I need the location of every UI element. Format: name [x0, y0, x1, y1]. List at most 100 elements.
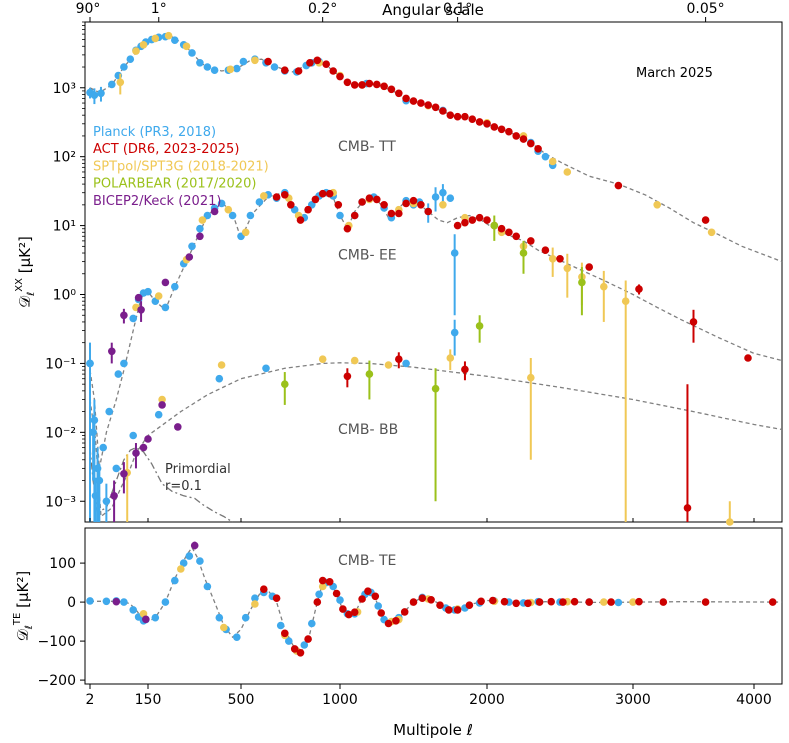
data-point: [185, 552, 194, 560]
data-point: [395, 355, 403, 364]
data-point: [461, 112, 469, 121]
data-point: [418, 594, 427, 602]
x-tick-label: 1000: [322, 692, 358, 708]
data-point: [497, 224, 506, 233]
data-point: [210, 66, 219, 74]
data-point: [171, 36, 179, 44]
data-point: [336, 72, 344, 81]
data-point: [384, 361, 393, 369]
y-tick-label: 10⁰: [53, 288, 77, 304]
data-point: [380, 201, 388, 209]
data-point: [343, 224, 352, 233]
angular-tick-label: 0.2°: [308, 1, 337, 17]
data-point: [139, 41, 148, 49]
data-point: [358, 595, 366, 603]
data-point: [233, 64, 241, 73]
data-point: [475, 118, 484, 126]
data-point: [483, 120, 491, 128]
data-point: [276, 621, 285, 630]
data-point: [108, 80, 116, 89]
data-point: [424, 101, 433, 109]
data-point: [86, 359, 94, 368]
data-point: [689, 318, 698, 326]
data-point: [99, 443, 107, 452]
data-point: [198, 216, 207, 224]
date-note: March 2025: [636, 66, 713, 81]
data-point: [402, 359, 410, 368]
data-point: [304, 205, 312, 214]
top-panel-frame: [84, 21, 783, 523]
data-point: [296, 216, 305, 224]
data-point: [171, 576, 179, 585]
data-point: [500, 597, 509, 606]
data-point: [365, 194, 374, 202]
te-model-curve: [90, 546, 783, 654]
data-point: [251, 594, 259, 602]
data-point: [203, 582, 212, 591]
data-point: [512, 132, 520, 140]
model-curve-primordial: [89, 446, 233, 523]
data-point: [541, 246, 550, 254]
data-point: [262, 364, 270, 373]
data-point: [241, 613, 250, 622]
data-point: [350, 356, 359, 365]
angular-tick-label: 0.1°: [443, 1, 472, 17]
data-point: [322, 60, 331, 68]
data-point: [336, 596, 344, 604]
data-point: [154, 292, 163, 300]
data-point: [600, 282, 608, 291]
data-point: [512, 599, 520, 608]
data-point: [392, 617, 400, 625]
data-point: [108, 347, 116, 356]
data-point: [120, 311, 128, 320]
data-point: [701, 598, 710, 606]
curve-annotation: CMB- BB: [338, 422, 398, 438]
bottom-y-axis-label: 𝒟ℓTE [μK²]: [12, 571, 35, 641]
data-point: [365, 370, 374, 378]
data-point: [409, 196, 418, 205]
data-point: [524, 599, 532, 608]
data-point: [270, 63, 279, 71]
data-point: [343, 372, 352, 381]
bottom-panel: 1000−100−200 2 150 500 1000 2000 3000 4000 CMB…: [12, 518, 783, 739]
data-point: [548, 254, 557, 263]
data-point: [512, 232, 520, 241]
data-point: [151, 34, 160, 43]
data-point: [614, 181, 623, 190]
data-point: [137, 306, 145, 314]
data-point: [475, 213, 484, 222]
data-point: [563, 264, 572, 273]
data-point: [129, 606, 137, 614]
top-data-points: [86, 31, 752, 526]
data-point: [535, 598, 544, 606]
data-point: [134, 293, 143, 302]
data-point: [132, 449, 140, 457]
data-point: [483, 216, 491, 224]
x-tick-label: 2: [86, 692, 95, 708]
data-point: [196, 557, 204, 565]
data-point: [308, 619, 316, 628]
y-tick-label: 100: [49, 556, 76, 572]
data-point: [233, 633, 241, 641]
data-point: [300, 641, 309, 649]
data-point: [281, 191, 289, 199]
data-point: [251, 600, 259, 608]
data-point: [158, 395, 166, 404]
data-point: [142, 615, 150, 624]
data-point: [570, 597, 579, 606]
data-point: [332, 589, 341, 598]
data-point: [461, 365, 469, 374]
data-point: [90, 91, 99, 99]
curve-labels: CMB- TT CMB- EE CMB- BB Primordial r=0.1: [165, 139, 398, 494]
data-point: [453, 112, 462, 121]
y-tick-label: 10⁻¹: [45, 356, 76, 372]
top-y-axis: 10⁻³ 10⁻² 10⁻¹ 10⁰ 10¹ 10² 10³: [45, 21, 85, 510]
data-point: [402, 199, 410, 208]
data-point: [251, 56, 259, 65]
data-point: [196, 232, 204, 241]
x-tick-label: 3000: [615, 692, 651, 708]
data-point: [534, 145, 542, 153]
data-point: [215, 613, 224, 622]
data-point: [364, 587, 372, 595]
y-tick-label: −200: [38, 673, 76, 689]
